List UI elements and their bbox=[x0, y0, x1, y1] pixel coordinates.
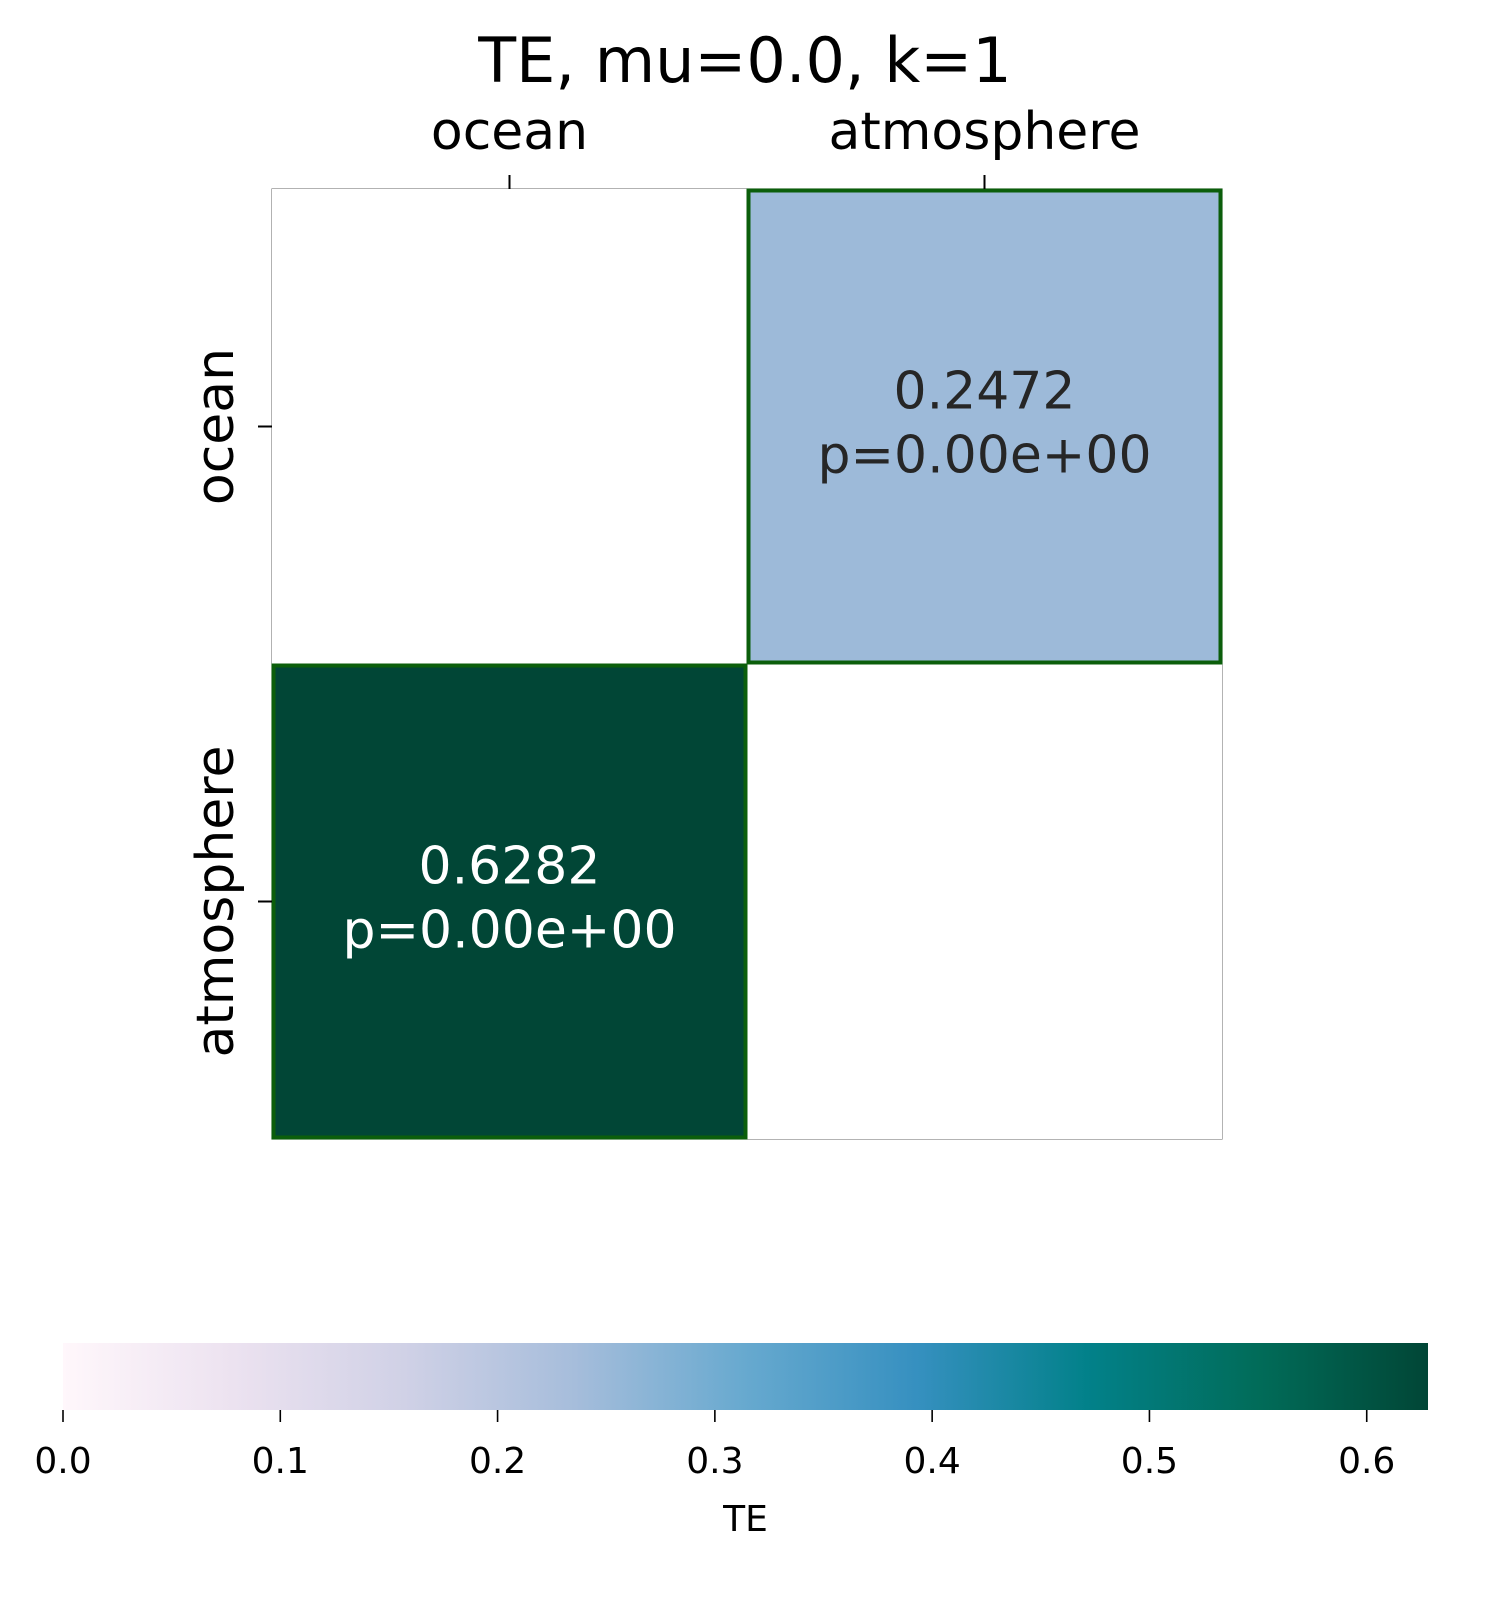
cell-p-value-label: p=0.00e+00 bbox=[817, 426, 1151, 486]
chart-title: TE, mu=0.0, k=1 bbox=[477, 24, 1011, 97]
significance-highlight bbox=[271, 663, 748, 1140]
colorbar-tick-label: 0.4 bbox=[904, 1441, 961, 1482]
colorbar: 0.0 0.1 0.2 0.3 0.4 0.5 0.6 TE bbox=[34, 1343, 1428, 1540]
colorbar-tick-label: 0.6 bbox=[1338, 1441, 1395, 1482]
heatmap-cell bbox=[272, 664, 747, 1139]
cell-value-label: 0.2472 bbox=[894, 362, 1076, 422]
significance-highlight bbox=[746, 188, 1223, 665]
column-label: ocean bbox=[431, 102, 588, 162]
colorbar-tick-label: 0.3 bbox=[686, 1441, 743, 1482]
colorbar-tick-label: 0.1 bbox=[252, 1441, 309, 1482]
heatmap-cell-empty bbox=[272, 189, 747, 664]
colorbar-label: TE bbox=[722, 1499, 768, 1540]
colorbar-tick-label: 0.2 bbox=[469, 1441, 526, 1482]
heatmap-cell-empty bbox=[747, 664, 1222, 1139]
colorbar-tick-label: 0.5 bbox=[1121, 1441, 1178, 1482]
cell-p-value-label: p=0.00e+00 bbox=[342, 901, 676, 961]
row-label: atmosphere bbox=[186, 746, 246, 1058]
heatmap-axes: ocean atmosphere ocean atmosphere bbox=[186, 102, 1141, 1058]
row-label: ocean bbox=[186, 348, 246, 505]
colorbar-tick-label: 0.0 bbox=[34, 1441, 91, 1482]
heatmap-cell bbox=[747, 189, 1222, 664]
colorbar-gradient bbox=[63, 1343, 1428, 1410]
cell-value-label: 0.6282 bbox=[419, 837, 601, 897]
column-label: atmosphere bbox=[829, 102, 1141, 162]
